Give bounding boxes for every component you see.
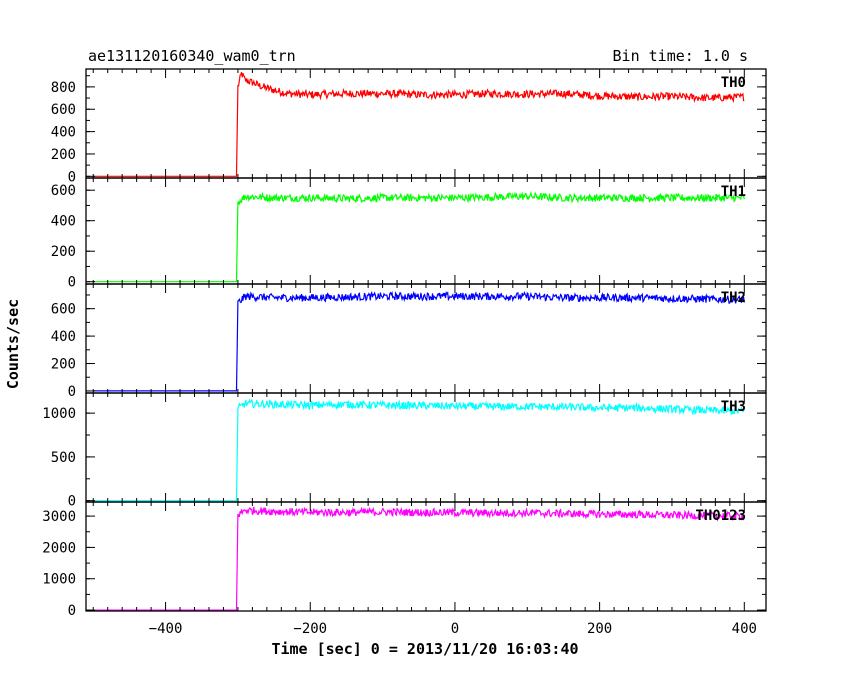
panel-label-th0123: TH0123 [695, 508, 746, 524]
series-line-th2 [93, 290, 745, 392]
y-tick-label: 1000 [42, 572, 76, 588]
panel-th0123: 0 1000 2000 3000 TH0123 [42, 501, 767, 619]
x-tick-label: −200 [293, 621, 327, 637]
chart-title: ae131120160340_wam0_trn [88, 47, 296, 65]
panels-group: 0 200 400 600 800 TH0 0 200 400 600 TH1 0 200 400 600 T… [42, 68, 767, 637]
x-tick-label: −400 [149, 621, 183, 637]
x-tick-label: 400 [732, 621, 757, 637]
series-line-th3 [93, 398, 745, 502]
y-tick-label: 200 [51, 244, 76, 260]
bin-time-label: Bin time: 1.0 s [613, 47, 748, 65]
y-tick-label: 200 [51, 357, 76, 373]
y-tick-label: 400 [51, 214, 76, 230]
panel-th2: 0 200 400 600 TH2 [51, 283, 767, 400]
panel-label-th3: TH3 [721, 399, 746, 415]
panel-label-th2: TH2 [721, 290, 746, 306]
y-tick-label: 0 [68, 384, 76, 400]
y-tick-label: 200 [51, 147, 76, 163]
y-tick-label: 2000 [42, 540, 76, 556]
y-tick-label: 0 [68, 275, 76, 291]
y-tick-label: 0 [68, 494, 76, 510]
series-line-th0123 [93, 506, 745, 611]
x-axis-label: Time [sec] 0 = 2013/11/20 16:03:40 [271, 640, 578, 658]
y-tick-label: 0 [68, 603, 76, 619]
y-tick-label: 800 [51, 80, 76, 96]
y-tick-label: 600 [51, 302, 76, 318]
panel-label-th0: TH0 [721, 75, 746, 91]
y-tick-label: 0 [68, 169, 76, 185]
y-tick-label: 400 [51, 329, 76, 345]
y-tick-label: 600 [51, 102, 76, 118]
series-line-th1 [93, 190, 745, 283]
panel-label-th1: TH1 [721, 184, 746, 200]
panel-th1: 0 200 400 600 TH1 [51, 177, 767, 291]
panel-th0: 0 200 400 600 800 TH0 [51, 68, 767, 185]
y-tick-label: 400 [51, 125, 76, 141]
x-tick-label: 200 [587, 621, 612, 637]
y-tick-label: 500 [51, 450, 76, 466]
y-tick-label: 1000 [42, 406, 76, 422]
panel-th3: 0 500 1000 TH3 [42, 392, 767, 510]
x-tick-label: 0 [451, 621, 459, 637]
y-axis-label: Counts/sec [4, 299, 22, 389]
series-line-th0 [93, 72, 745, 177]
panel-frame [85, 68, 767, 179]
y-tick-label: 3000 [42, 509, 76, 525]
y-tick-label: 600 [51, 183, 76, 199]
panel-frame [85, 177, 767, 285]
